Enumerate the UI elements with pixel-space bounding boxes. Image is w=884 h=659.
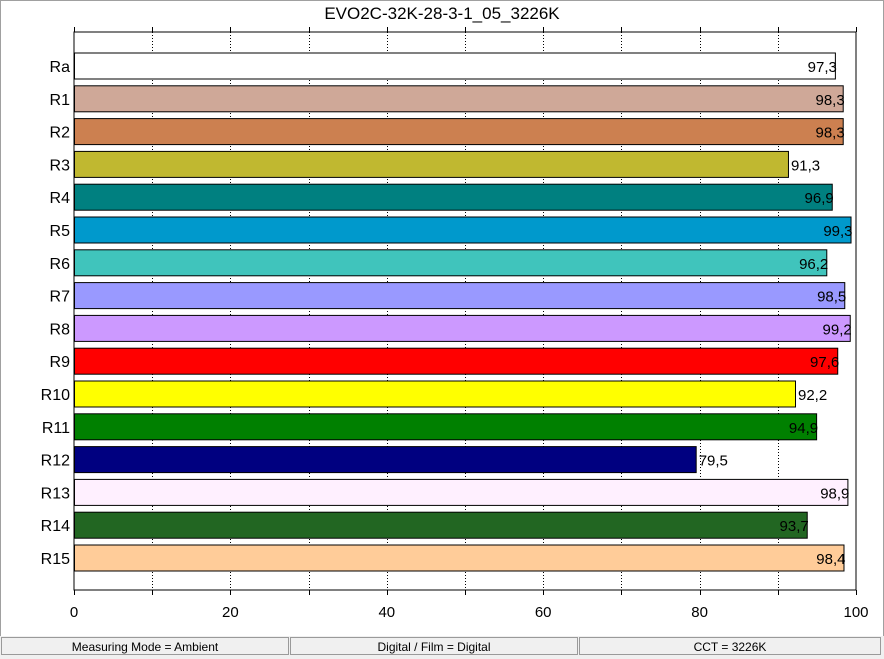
x-tick-label: 20 [222, 604, 239, 621]
status-bar: Measuring Mode = Ambient Digital / Film … [0, 636, 884, 659]
bar-r9 [74, 347, 839, 375]
bar-r4 [74, 183, 833, 211]
value-label: 97,6 [810, 354, 839, 371]
x-tick-label: 0 [70, 604, 78, 621]
value-label: 98,9 [820, 485, 849, 502]
bar-chart: 0 20 40 60 80 100 Ra 97,3 R1 98,3 R2 98,3 R3 91,3 R4 96… [41, 27, 869, 621]
bar-r7 [74, 282, 846, 310]
x-tick-label: 60 [535, 604, 552, 621]
category-label: R13 [41, 485, 70, 502]
status-digital-film: Digital / Film = Digital [290, 637, 578, 655]
value-label: 99,3 [823, 223, 852, 240]
bar-r15 [74, 544, 845, 572]
bar-r10 [74, 380, 797, 408]
category-label: R5 [50, 223, 71, 240]
category-label: R6 [50, 256, 71, 273]
value-label: 98,3 [816, 125, 845, 142]
bar-r12 [74, 446, 697, 474]
bar-r13 [74, 478, 849, 506]
bar-r2 [74, 118, 844, 146]
category-label: R7 [50, 289, 71, 306]
bar-r6 [74, 249, 828, 277]
category-label: R11 [42, 420, 70, 437]
value-label: 91,3 [791, 157, 820, 174]
category-label: R8 [50, 321, 71, 338]
value-label: 79,5 [699, 453, 728, 470]
value-label: 97,3 [808, 59, 837, 76]
category-label: R1 [50, 92, 71, 109]
category-label: Ra [50, 59, 71, 76]
x-tick-label: 100 [843, 604, 868, 621]
x-tick-label: 80 [691, 604, 708, 621]
status-cct: CCT = 3226K [579, 637, 881, 655]
category-label: R10 [41, 387, 70, 404]
value-label: 96,9 [805, 190, 834, 207]
category-label: R2 [50, 125, 71, 142]
category-label: R15 [41, 551, 70, 568]
bars-layer [74, 52, 852, 572]
value-label: 98,3 [816, 92, 845, 109]
category-label: R12 [41, 453, 70, 470]
value-label: 99,2 [823, 321, 852, 338]
bar-ra [74, 52, 836, 80]
bar-r3 [74, 150, 789, 178]
value-label: 96,2 [799, 256, 828, 273]
value-label: 98,5 [817, 289, 846, 306]
value-label: 98,4 [816, 551, 845, 568]
bar-r11 [74, 413, 818, 441]
category-label: R14 [41, 518, 70, 535]
value-label: 92,2 [798, 387, 827, 404]
value-label: 93,7 [780, 518, 809, 535]
x-tick-label: 40 [378, 604, 395, 621]
bar-r8 [74, 314, 851, 342]
category-label: R9 [50, 354, 71, 371]
labels-layer: 0 20 40 60 80 100 Ra 97,3 R1 98,3 R2 98,3 R3 91,3 R4 96… [41, 59, 869, 621]
value-label: 94,9 [789, 420, 818, 437]
bar-r1 [74, 85, 844, 113]
bar-r5 [74, 216, 852, 244]
category-label: R3 [50, 157, 71, 174]
status-measuring-mode: Measuring Mode = Ambient [1, 637, 289, 655]
category-label: R4 [50, 190, 71, 207]
chart-title: EVO2C-32K-28-3-1_05_3226K [324, 4, 560, 23]
bar-r14 [74, 511, 808, 539]
